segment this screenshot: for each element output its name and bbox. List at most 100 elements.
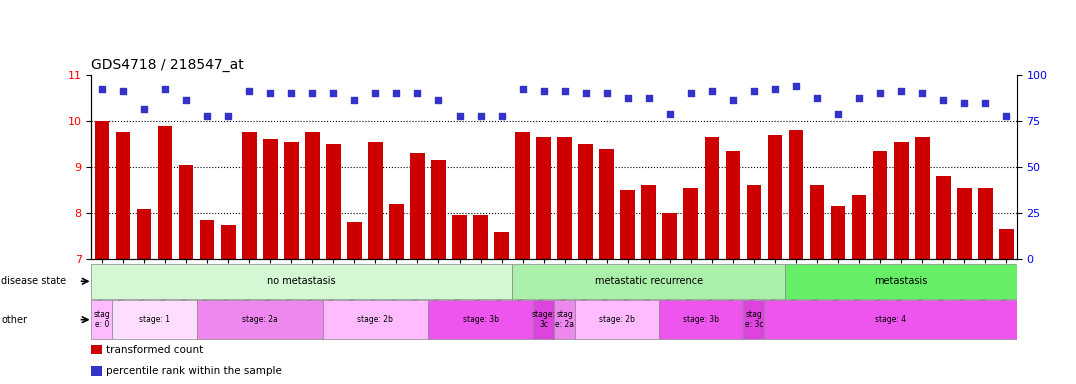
Text: stage: 3b: stage: 3b [463, 315, 498, 324]
Text: stage: 1: stage: 1 [139, 315, 170, 324]
Text: other: other [1, 314, 27, 325]
Bar [599, 149, 614, 259]
Point [114, 88, 131, 94]
Point [94, 86, 111, 92]
Bar [936, 176, 950, 259]
Point [577, 90, 594, 96]
Point [367, 90, 384, 96]
Bar [200, 220, 214, 259]
Bar [428, 300, 533, 339]
Text: stage: 4: stage: 4 [875, 315, 906, 324]
Text: disease state: disease state [1, 276, 67, 286]
Bar [242, 132, 256, 259]
Point [892, 88, 909, 94]
Point [619, 95, 636, 101]
Point [451, 113, 468, 119]
Bar [764, 300, 1017, 339]
Point [178, 97, 195, 103]
Bar [621, 190, 635, 259]
Bar [284, 142, 299, 259]
Text: stag
e: 0: stag e: 0 [94, 310, 111, 329]
Point [724, 97, 741, 103]
Point [493, 113, 510, 119]
Bar [263, 139, 278, 259]
Bar [789, 130, 804, 259]
Bar [137, 209, 152, 259]
Point [429, 97, 448, 103]
Point [704, 88, 721, 94]
Text: stage:
3c: stage: 3c [532, 310, 555, 329]
Bar [852, 195, 866, 259]
Point [746, 88, 763, 94]
Point [830, 111, 847, 117]
Point [261, 90, 279, 96]
Bar [323, 300, 428, 339]
Bar [533, 300, 554, 339]
Bar [390, 204, 404, 259]
Bar [179, 165, 194, 259]
Bar [831, 206, 846, 259]
Point [935, 97, 952, 103]
Point [156, 86, 173, 92]
Bar [578, 144, 593, 259]
Point [514, 86, 532, 92]
Bar [158, 126, 172, 259]
Point [997, 113, 1015, 119]
Point [872, 90, 889, 96]
Bar [113, 300, 197, 339]
Bar [894, 142, 908, 259]
Point [472, 113, 490, 119]
Text: stage: 3b: stage: 3b [683, 315, 720, 324]
Bar [915, 137, 930, 259]
Bar [452, 215, 467, 259]
Bar [705, 137, 719, 259]
Bar [431, 160, 445, 259]
Text: stag
e: 2a: stag e: 2a [555, 310, 575, 329]
Bar [641, 185, 656, 259]
Point [955, 99, 973, 106]
Bar [785, 264, 1017, 299]
Point [977, 99, 994, 106]
Text: stage: 2a: stage: 2a [242, 315, 278, 324]
Text: stag
e: 3c: stag e: 3c [745, 310, 763, 329]
Bar [809, 185, 824, 259]
Point [220, 113, 237, 119]
Point [387, 90, 405, 96]
Bar [744, 300, 764, 339]
Bar [473, 215, 487, 259]
Bar [957, 188, 972, 259]
Bar [346, 222, 362, 259]
Bar [512, 264, 785, 299]
Point [914, 90, 931, 96]
Point [283, 90, 300, 96]
Text: stage: 2b: stage: 2b [357, 315, 394, 324]
Text: percentile rank within the sample: percentile rank within the sample [105, 366, 282, 376]
Point [640, 95, 657, 101]
Point [850, 95, 867, 101]
Bar [91, 300, 113, 339]
Text: GDS4718 / 218547_at: GDS4718 / 218547_at [91, 58, 244, 73]
Bar [368, 142, 383, 259]
Bar [557, 137, 572, 259]
Point [556, 88, 574, 94]
Point [198, 113, 215, 119]
Text: metastatic recurrence: metastatic recurrence [595, 276, 703, 286]
Bar [554, 300, 576, 339]
Bar [767, 135, 782, 259]
Point [136, 106, 153, 113]
Point [766, 86, 783, 92]
Bar [91, 345, 102, 354]
Bar [536, 137, 551, 259]
Point [788, 83, 805, 89]
Text: no metastasis: no metastasis [268, 276, 336, 286]
Point [682, 90, 699, 96]
Point [598, 90, 615, 96]
Text: metastasis: metastasis [875, 276, 928, 286]
Bar [91, 366, 102, 376]
Bar [410, 153, 425, 259]
Bar [115, 132, 130, 259]
Bar [326, 144, 341, 259]
Bar [95, 121, 110, 259]
Bar [978, 188, 993, 259]
Bar [494, 232, 509, 259]
